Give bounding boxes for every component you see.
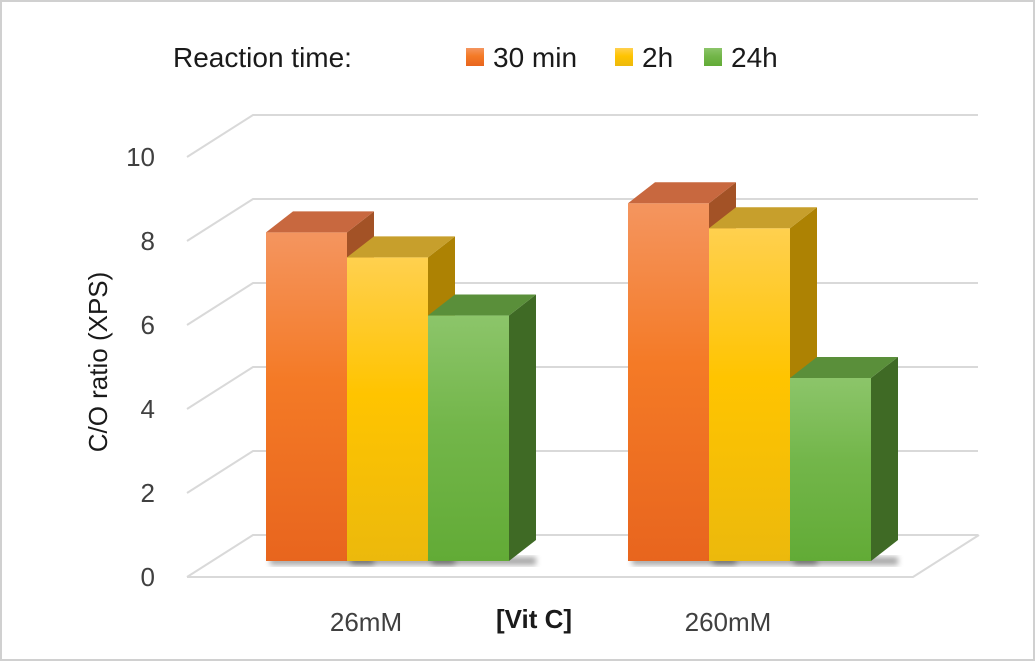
y-tick-label: 0 [141, 562, 155, 592]
y-axis-title: C/O ratio (XPS) [83, 272, 113, 453]
bar [347, 257, 428, 561]
gridline [186, 198, 978, 242]
legend-title: Reaction time: [173, 42, 352, 73]
legend-swatch [704, 48, 722, 66]
bar [790, 377, 871, 561]
y-tick-label: 4 [141, 394, 155, 424]
legend-label: 2h [642, 42, 673, 73]
legend-label: 24h [731, 42, 778, 73]
bars [266, 182, 898, 565]
x-axis-title: [Vit C] [496, 604, 572, 634]
y-axis-ticks: 0 2 4 6 8 10 [126, 142, 155, 592]
bar-top [347, 236, 455, 258]
gridline [186, 114, 978, 158]
y-tick-label: 8 [141, 226, 155, 256]
bar-top [790, 356, 898, 378]
bar-side [509, 294, 536, 561]
bar-top [628, 182, 736, 204]
bar [266, 232, 347, 562]
y-tick-label: 6 [141, 310, 155, 340]
bar [709, 228, 790, 561]
floor-edge [187, 534, 980, 578]
bar-top [709, 207, 817, 229]
x-category-label: 260mM [685, 607, 772, 637]
bar [628, 203, 709, 562]
bar [428, 315, 509, 561]
bar-top [266, 211, 374, 233]
x-category-label: 26mM [330, 607, 402, 637]
legend-label: 30 min [493, 42, 577, 73]
y-tick-label: 10 [126, 142, 155, 172]
legend-swatch [466, 48, 484, 66]
y-tick-label: 2 [141, 478, 155, 508]
legend-swatch [615, 48, 633, 66]
legend: 30 min 2h 24h [466, 42, 778, 73]
bar-top [428, 294, 536, 316]
x-axis-categories: 26mM 260mM [330, 607, 771, 637]
bar-side [871, 356, 898, 561]
